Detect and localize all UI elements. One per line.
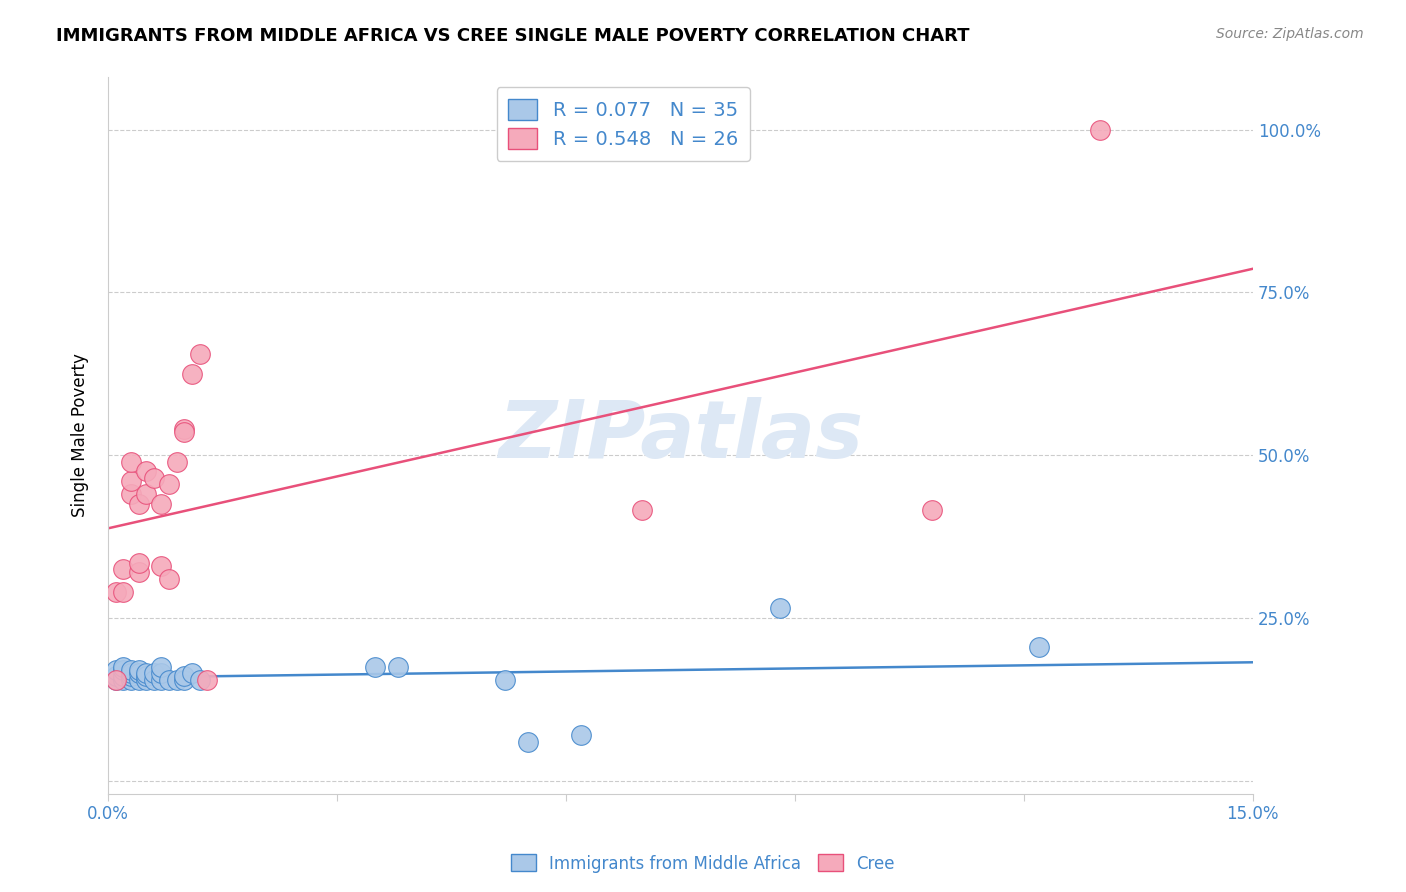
Point [173, 669, 195, 683]
Legend: Immigrants from Middle Africa, Cree: Immigrants from Middle Africa, Cree [505, 847, 901, 880]
Point [188, 347, 211, 361]
Point [135, 669, 157, 683]
Legend: R = 0.077   N = 35, R = 0.548   N = 26: R = 0.077 N = 35, R = 0.548 N = 26 [496, 87, 749, 161]
Point [142, 666, 165, 681]
Point [128, 497, 150, 511]
Point [135, 487, 157, 501]
Point [104, 663, 127, 677]
Point [142, 471, 165, 485]
Point [128, 673, 150, 687]
Point [104, 673, 127, 687]
Point [181, 666, 204, 681]
Text: Source: ZipAtlas.com: Source: ZipAtlas.com [1216, 27, 1364, 41]
Point [112, 663, 135, 677]
Point [120, 454, 142, 468]
Point [516, 734, 538, 748]
Point [104, 669, 127, 683]
Point [150, 497, 173, 511]
Point [120, 487, 142, 501]
Point [112, 562, 135, 576]
Point [364, 659, 387, 673]
Point [494, 673, 516, 687]
Point [120, 669, 142, 683]
Point [188, 673, 211, 687]
Point [120, 474, 142, 488]
Point [142, 673, 165, 687]
Point [120, 666, 142, 681]
Point [157, 572, 180, 586]
Point [104, 673, 127, 687]
Point [135, 464, 157, 478]
Point [150, 558, 173, 573]
Point [569, 728, 592, 742]
Point [157, 477, 180, 491]
Point [195, 673, 218, 687]
Point [112, 673, 135, 687]
Point [120, 673, 142, 687]
Point [135, 666, 157, 681]
Point [173, 673, 195, 687]
Point [120, 663, 142, 677]
Point [150, 666, 173, 681]
Point [1028, 640, 1050, 655]
Point [128, 566, 150, 580]
Point [112, 584, 135, 599]
Point [769, 601, 792, 615]
Point [112, 669, 135, 683]
Point [631, 503, 654, 517]
Point [150, 659, 173, 673]
Point [173, 422, 195, 436]
Point [135, 673, 157, 687]
Point [112, 659, 135, 673]
Point [150, 673, 173, 687]
Point [921, 503, 943, 517]
Point [173, 425, 195, 440]
Point [104, 584, 127, 599]
Y-axis label: Single Male Poverty: Single Male Poverty [72, 353, 89, 517]
Text: ZIPatlas: ZIPatlas [498, 397, 863, 475]
Point [128, 666, 150, 681]
Text: IMMIGRANTS FROM MIDDLE AFRICA VS CREE SINGLE MALE POVERTY CORRELATION CHART: IMMIGRANTS FROM MIDDLE AFRICA VS CREE SI… [56, 27, 970, 45]
Point [181, 367, 204, 381]
Point [157, 673, 180, 687]
Point [128, 663, 150, 677]
Point [166, 673, 188, 687]
Point [128, 556, 150, 570]
Point [387, 659, 409, 673]
Point [166, 454, 188, 468]
Point [1088, 122, 1111, 136]
